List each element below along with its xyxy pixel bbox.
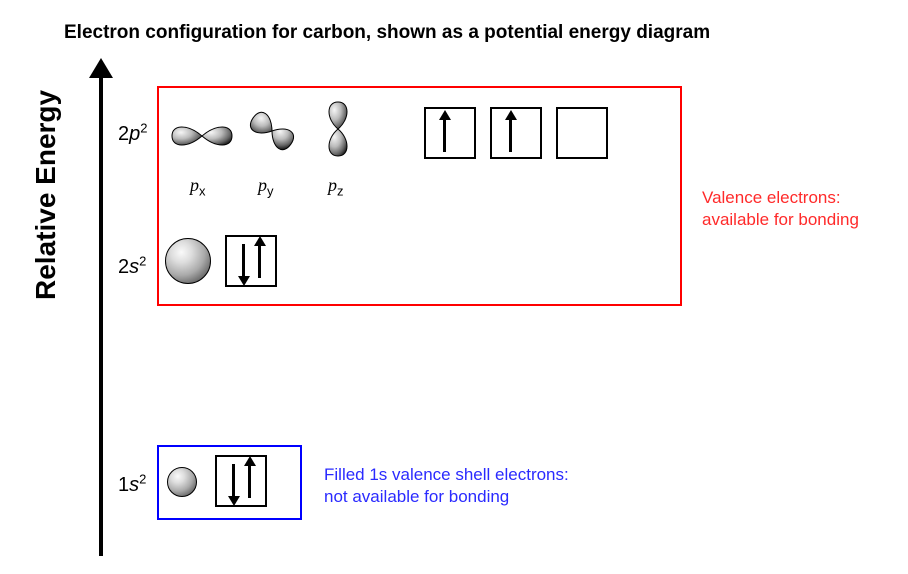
sublabel-py: py	[258, 175, 274, 199]
orbital-px-shape	[168, 118, 236, 159]
label-1s2: 1s2	[118, 471, 146, 497]
y-axis-arrowhead	[89, 58, 113, 78]
sublabel-px: px	[190, 175, 206, 199]
electron-2s-up	[258, 244, 261, 278]
electron-2p2-up	[509, 118, 512, 152]
diagram-title: Electron configuration for carbon, shown…	[64, 22, 710, 44]
label-2s2: 2s2	[118, 253, 146, 279]
y-axis-line	[99, 66, 103, 556]
label-2p2: 2p2	[118, 120, 147, 146]
orbital-py-shape	[244, 103, 300, 164]
orbital-1s-shape	[167, 467, 197, 497]
electron-2p1-up	[443, 118, 446, 152]
core-annotation: Filled 1s valence shell electrons: not a…	[324, 464, 569, 508]
electron-1s-down	[232, 464, 235, 498]
electron-box-1s	[215, 455, 267, 507]
electron-box-2s	[225, 235, 277, 287]
y-axis-label: Relative Energy	[30, 90, 62, 300]
electron-2s-down	[242, 244, 245, 278]
sublabel-pz: pz	[328, 175, 344, 199]
electron-box-2p-3	[556, 107, 608, 159]
electron-1s-up	[248, 464, 251, 498]
valence-annotation: Valence electrons: available for bonding	[702, 187, 859, 231]
orbital-pz-shape	[320, 97, 356, 166]
orbital-2s-shape	[165, 238, 211, 284]
